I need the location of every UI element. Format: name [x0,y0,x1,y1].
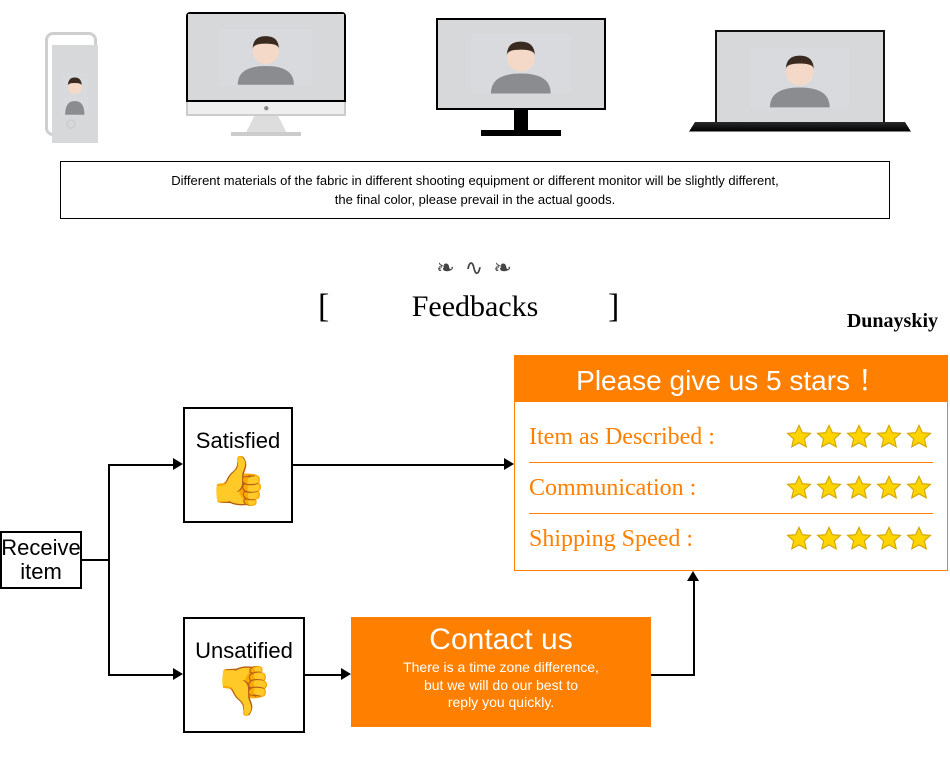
star-icon [905,474,933,502]
star-icon [905,423,933,451]
monitor-base [481,130,561,136]
node-contact-us: Contact us There is a time zone differen… [351,617,651,727]
star-icon [875,474,903,502]
imac-chin: ● [186,102,346,116]
node-receive-item: Receive item [0,531,82,589]
brand-name: Dunayskiy [847,310,938,333]
phone-body [45,32,97,136]
imac-foot [231,132,301,136]
node-satisfied: Satisfied 👍 [183,407,293,523]
disclaimer-box: Different materials of the fabric in dif… [60,161,890,219]
rating-row: Communication : [529,463,933,513]
arrowhead-icon [173,458,183,470]
node-unsatisfied: Unsatified 👎 [183,617,305,733]
thumbs-up-icon: 👍 [208,458,268,506]
contact-title: Contact us [361,623,641,657]
star-icon [845,525,873,553]
star-icon [815,525,843,553]
connector [651,674,695,676]
contact-sub-2: but we will do our best to [361,677,641,695]
star-icon [845,474,873,502]
star-icon [785,525,813,553]
satisfied-label: Satisfied [196,428,280,454]
rating-stars [785,525,933,553]
arrowhead-icon [504,458,514,470]
device-phone [45,32,97,136]
feedbacks-header: [ Feedbacks ] [0,288,950,328]
device-laptop [695,30,905,136]
rating-stars [785,474,933,502]
device-imac: ● [186,12,346,136]
connector [108,674,173,676]
imac-stand [246,116,286,132]
rating-row: Shipping Speed : [529,514,933,564]
star-icon [845,423,873,451]
unsatisfied-label: Unsatified [195,638,293,664]
rating-label: Item as Described : [529,424,785,451]
contact-sub-1: There is a time zone difference, [361,659,641,677]
monitor-screen [436,18,606,110]
disclaimer-line-2: the final color, please prevail in the a… [335,190,615,210]
connector [82,559,110,561]
arrowhead-icon [173,668,183,680]
devices-row: ● [0,26,950,136]
imac-screen [186,12,346,102]
rating-stars [785,423,933,451]
connector [693,581,695,676]
rating-body: Item as Described : Communication : Ship… [515,402,947,574]
laptop-screen [715,30,885,122]
disclaimer-line-1: Different materials of the fabric in dif… [171,171,778,191]
flowchart: Receive item Satisfied 👍 Unsatified 👎 Co… [0,355,950,765]
connector [305,674,341,676]
contact-sub: There is a time zone difference, but we … [361,659,641,712]
rating-row: Item as Described : [529,412,933,462]
bracket-right: ] [608,288,619,326]
flourish-ornament: ❧ ∿ ❧ [0,255,950,281]
device-monitor [436,18,606,136]
connector [108,464,110,676]
star-icon [875,423,903,451]
connector [293,464,504,466]
arrowhead-icon [341,668,351,680]
person-icon [471,24,571,103]
star-icon [815,474,843,502]
monitor-neck [514,110,528,130]
receive-line-1: Receive [1,536,80,560]
rating-label: Communication : [529,475,785,502]
star-icon [905,525,933,553]
contact-sub-3: reply you quickly. [361,694,641,712]
person-icon [219,18,313,95]
phone-home-button [66,119,76,129]
star-icon [875,525,903,553]
apple-logo-icon: ● [263,103,269,114]
star-icon [785,474,813,502]
rating-label: Shipping Speed : [529,526,785,553]
rating-header: Please give us 5 stars ！ [515,356,947,402]
laptop-keyboard [689,122,911,132]
rating-panel: Please give us 5 stars ！ Item as Describ… [514,355,948,571]
person-icon [750,37,850,118]
star-icon [785,423,813,451]
section-title: Feedbacks [0,290,950,324]
phone-screen [52,45,98,143]
connector [108,464,173,466]
arrowhead-icon [687,571,699,581]
receive-line-2: item [20,560,62,584]
star-icon [815,423,843,451]
thumbs-down-icon: 👎 [214,668,274,716]
